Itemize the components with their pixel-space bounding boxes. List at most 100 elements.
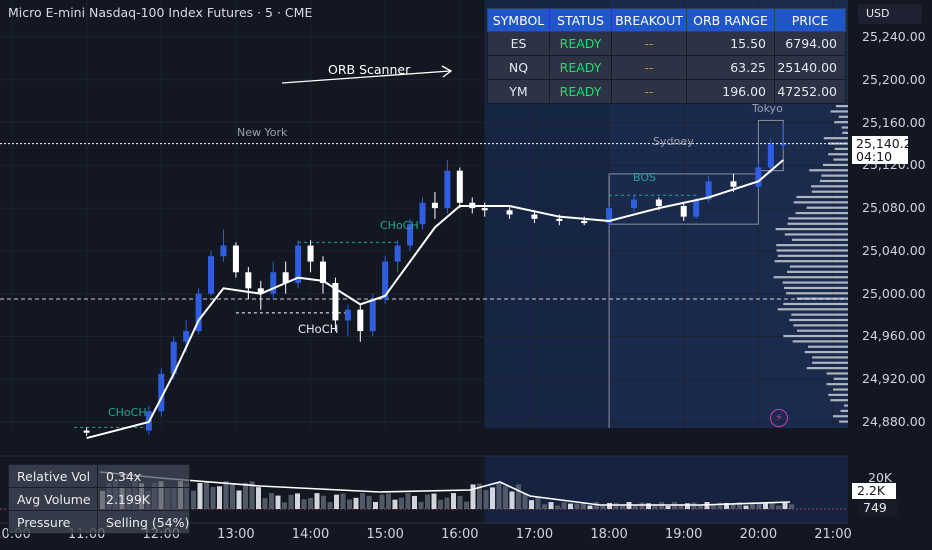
volume-profile-bar (777, 308, 848, 311)
volume-bar (438, 499, 443, 509)
volume-bar (535, 497, 541, 509)
volume-bar (607, 502, 612, 509)
chart-title[interactable]: Micro E-mini Nasdaq-100 Index Futures · … (8, 5, 313, 20)
volume-bar (334, 494, 339, 509)
price-tick-label: 25,240.00 (862, 29, 926, 44)
volume-profile-bar (833, 158, 848, 161)
choch-label-top: CHoCH (380, 219, 419, 232)
volume-bar (470, 484, 476, 509)
candle-body (431, 202, 438, 209)
volume-bar (217, 486, 222, 509)
volume-profile-bar (840, 409, 848, 413)
candle-body (245, 272, 252, 289)
volume-bar (568, 503, 573, 509)
volume-bar (477, 483, 482, 509)
price-tick-label: 25,040.00 (862, 242, 926, 258)
volume-profile-bar (819, 179, 848, 183)
stats-label: Pressure (8, 510, 98, 534)
volume-bar (633, 505, 638, 509)
volume-bar (503, 486, 508, 509)
orb-range: 63.25 (686, 55, 775, 80)
candle-body (506, 210, 513, 215)
choch-label-low: CHoCH (108, 406, 147, 419)
volume-bar (223, 481, 229, 509)
volume-bar (353, 497, 359, 509)
orb-symbol: ES (487, 31, 550, 56)
time-tick-label: 18:00 (590, 527, 628, 542)
candle-body (170, 341, 177, 374)
volume-bar (516, 484, 521, 509)
volume-bar (548, 502, 554, 509)
volume-profile-bar (812, 361, 848, 364)
orb-row: NQ READY -- 63.25 25140.00 (487, 55, 846, 80)
volume-bar (665, 505, 671, 509)
volume-bar (600, 504, 606, 509)
volume-profile-bar (777, 254, 848, 257)
candle-body (755, 167, 762, 187)
volume-bar (646, 503, 651, 509)
volume-bar (340, 493, 346, 509)
volume-profile-bar (804, 350, 848, 354)
current-price-value: 25,140.25 (856, 136, 920, 151)
volume-profile-bar (833, 377, 848, 380)
volume-profile-bar (828, 142, 848, 145)
candle-body (655, 199, 662, 206)
volume-bar (613, 502, 619, 509)
volume-bar (392, 499, 398, 509)
candle-body (232, 245, 239, 273)
candle-body (531, 214, 538, 219)
current-price-tag: 25,140.25 04:10 (852, 136, 920, 164)
orb-status: READY (549, 31, 612, 56)
currency-selector[interactable]: USD (858, 4, 922, 24)
volume-profile-bar (823, 137, 848, 140)
time-tick-label: 16:00 (441, 527, 479, 542)
candle-body (705, 181, 712, 200)
sydney-session-label: Sydney (653, 135, 694, 148)
volume-baseline-tag: 749 (858, 500, 898, 516)
volume-profile-bar (788, 217, 848, 220)
volume-bar (743, 505, 749, 509)
candle-body (158, 373, 165, 412)
candle-body (332, 282, 339, 321)
candle-body (319, 261, 326, 283)
volume-profile-bar (791, 313, 848, 316)
volume-stats-table: Relative Vol 0.34x Avg Volume 2.199K Pre… (8, 464, 191, 534)
volume-profile-bar (787, 222, 848, 225)
volume-profile-bar (828, 153, 848, 156)
volume-bar (366, 495, 372, 509)
volume-session-shade (484, 456, 848, 524)
volume-profile-bar (776, 249, 848, 252)
volume-bar (360, 493, 365, 509)
volume-profile-bar (795, 211, 848, 215)
volume-bar (529, 500, 534, 509)
volume-bar (347, 499, 352, 509)
orb-header-range: ORB RANGE (686, 8, 775, 32)
volume-profile-bar (791, 238, 848, 241)
candle-body (270, 272, 277, 294)
volume-bar (509, 491, 515, 509)
alert-flash-icon[interactable]: ⚡ (770, 409, 788, 427)
volume-bar (490, 487, 495, 509)
volume-profile-bar (796, 195, 848, 199)
candle-body (767, 143, 774, 168)
volume-profile-bar (782, 281, 848, 284)
bos-label: BOS (633, 171, 656, 184)
volume-profile-bar (821, 174, 848, 177)
stats-row: Relative Vol 0.34x (8, 464, 191, 488)
candle-body (344, 309, 351, 321)
tokyo-session-label: Tokyo (752, 102, 783, 115)
volume-profile-bar (773, 276, 848, 279)
stats-label: Relative Vol (8, 464, 98, 488)
volume-bar (782, 502, 788, 509)
volume-profile-bar (792, 340, 848, 343)
price-tick-label: 25,080.00 (862, 200, 926, 216)
volume-bar (204, 481, 209, 509)
volume-bar (282, 502, 287, 509)
volume-profile-bar (826, 383, 848, 386)
volume-bar (711, 504, 716, 509)
stats-value: 0.34x (96, 464, 191, 488)
volume-bar (412, 495, 417, 509)
scanner-arrow-head (441, 65, 453, 78)
orb-box-sydney (608, 173, 759, 225)
stats-value: Selling (54%) (96, 510, 191, 534)
